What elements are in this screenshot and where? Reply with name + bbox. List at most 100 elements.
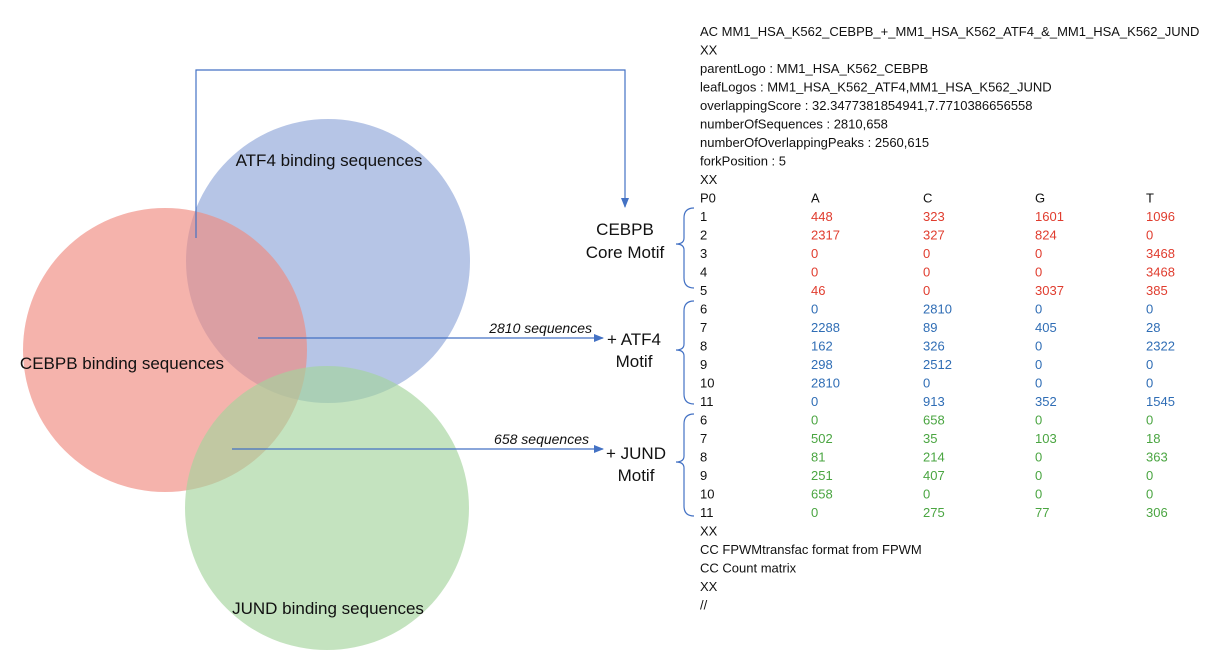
matrix-position: 6 xyxy=(700,302,707,317)
matrix-cell: 214 xyxy=(923,450,945,465)
matrix-cell: 0 xyxy=(1035,376,1042,391)
matrix-cell: 407 xyxy=(923,468,945,483)
core-motif-label-line2: Core Motif xyxy=(586,243,665,262)
matrix-cell: 0 xyxy=(923,487,930,502)
matrix-cell: 298 xyxy=(811,357,833,372)
atf4-motif-label-line2: Motif xyxy=(616,352,653,371)
matrix-cell: 0 xyxy=(1146,413,1153,428)
matrix-position: 8 xyxy=(700,339,707,354)
header-line: leafLogos : MM1_HSA_K562_ATF4,MM1_HSA_K5… xyxy=(700,80,1052,95)
matrix-cell: 2810 xyxy=(811,376,840,391)
matrix-cell: 0 xyxy=(1146,228,1153,243)
matrix-cell: 3468 xyxy=(1146,246,1175,261)
matrix-cell: 0 xyxy=(1035,357,1042,372)
jund-motif-label-line2: Motif xyxy=(618,466,655,485)
jund-motif-bracket xyxy=(675,413,695,517)
matrix-cell: 0 xyxy=(1035,413,1042,428)
atf4-motif-bracket xyxy=(675,300,695,405)
jund-circle xyxy=(185,366,469,650)
matrix-cell: 326 xyxy=(923,339,945,354)
matrix-cell: 0 xyxy=(811,394,818,409)
matrix-cell: 35 xyxy=(923,431,937,446)
matrix-cell: 2317 xyxy=(811,228,840,243)
matrix-position: 10 xyxy=(700,376,714,391)
matrix-cell: 0 xyxy=(1146,376,1153,391)
matrix-cell: 0 xyxy=(1035,487,1042,502)
matrix-position: 4 xyxy=(700,265,707,280)
matrix-cell: 1096 xyxy=(1146,209,1175,224)
matrix-cell: 824 xyxy=(1035,228,1057,243)
matrix-cell: 46 xyxy=(811,283,825,298)
matrix-cell: 327 xyxy=(923,228,945,243)
matrix-position: 7 xyxy=(700,431,707,446)
matrix-position: 7 xyxy=(700,320,707,335)
matrix-cell: 0 xyxy=(811,246,818,261)
matrix-cell: 352 xyxy=(1035,394,1057,409)
matrix-cell: 1601 xyxy=(1035,209,1064,224)
header-line: forkPosition : 5 xyxy=(700,154,786,169)
matrix-cell: 0 xyxy=(811,505,818,520)
matrix-position: 10 xyxy=(700,487,714,502)
matrix-column-header: P0 xyxy=(700,191,716,206)
matrix-cell: 306 xyxy=(1146,505,1168,520)
matrix-cell: 3468 xyxy=(1146,265,1175,280)
matrix-column-header: A xyxy=(811,191,820,206)
matrix-position: 11 xyxy=(700,505,714,520)
matrix-cell: 323 xyxy=(923,209,945,224)
matrix-cell: 2288 xyxy=(811,320,840,335)
atf4-sequence-count: 2810 sequences xyxy=(488,320,592,336)
matrix-cell: 0 xyxy=(923,283,930,298)
venn-diagram: ATF4 binding sequences CEBPB binding seq… xyxy=(20,119,470,650)
matrix-cell: 18 xyxy=(1146,431,1160,446)
matrix-cell: 385 xyxy=(1146,283,1168,298)
core-motif-bracket xyxy=(675,207,695,289)
matrix-position: 3 xyxy=(700,246,707,261)
header-line: parentLogo : MM1_HSA_K562_CEBPB xyxy=(700,61,928,76)
jund-circle-label: JUND binding sequences xyxy=(232,599,424,618)
matrix-cell: 0 xyxy=(923,246,930,261)
matrix-cell: 658 xyxy=(811,487,833,502)
matrix-cell: 0 xyxy=(811,302,818,317)
footer-line: CC FPWMtransfac format from FPWM xyxy=(700,542,922,557)
matrix-cell: 0 xyxy=(1035,450,1042,465)
matrix-cell: 2810 xyxy=(923,302,952,317)
matrix-position: 8 xyxy=(700,450,707,465)
matrix-cell: 103 xyxy=(1035,431,1057,446)
matrix-position: 6 xyxy=(700,413,707,428)
matrix-cell: 0 xyxy=(1035,302,1042,317)
cebpb-circle-label: CEBPB binding sequences xyxy=(20,354,224,373)
matrix-column-header: T xyxy=(1146,191,1154,206)
matrix-column-header: G xyxy=(1035,191,1045,206)
transfac-matrix-block: AC MM1_HSA_K562_CEBPB_+_MM1_HSA_K562_ATF… xyxy=(700,24,1199,613)
matrix-cell: 77 xyxy=(1035,505,1049,520)
matrix-position: 5 xyxy=(700,283,707,298)
matrix-cell: 658 xyxy=(923,413,945,428)
matrix-cell: 28 xyxy=(1146,320,1160,335)
matrix-position: 9 xyxy=(700,468,707,483)
header-line: numberOfSequences : 2810,658 xyxy=(700,117,888,132)
core-motif-connector xyxy=(195,69,629,238)
matrix-cell: 162 xyxy=(811,339,833,354)
matrix-cell: 0 xyxy=(811,265,818,280)
matrix-cell: 913 xyxy=(923,394,945,409)
matrix-cell: 1545 xyxy=(1146,394,1175,409)
matrix-cell: 363 xyxy=(1146,450,1168,465)
matrix-cell: 2512 xyxy=(923,357,952,372)
matrix-cell: 0 xyxy=(1146,302,1153,317)
matrix-cell: 502 xyxy=(811,431,833,446)
matrix-cell: 81 xyxy=(811,450,825,465)
footer-line: // xyxy=(700,598,708,613)
header-line: XX xyxy=(700,172,718,187)
core-motif-label-line1: CEBPB xyxy=(596,220,654,239)
footer-line: CC Count matrix xyxy=(700,561,797,576)
header-line: XX xyxy=(700,43,718,58)
matrix-cell: 0 xyxy=(1035,468,1042,483)
matrix-cell: 405 xyxy=(1035,320,1057,335)
matrix-cell: 251 xyxy=(811,468,833,483)
jund-motif-label-line1: + JUND xyxy=(606,444,666,463)
matrix-cell: 0 xyxy=(1035,246,1042,261)
atf4-circle-label: ATF4 binding sequences xyxy=(236,151,423,170)
matrix-cell: 275 xyxy=(923,505,945,520)
matrix-cell: 0 xyxy=(923,265,930,280)
